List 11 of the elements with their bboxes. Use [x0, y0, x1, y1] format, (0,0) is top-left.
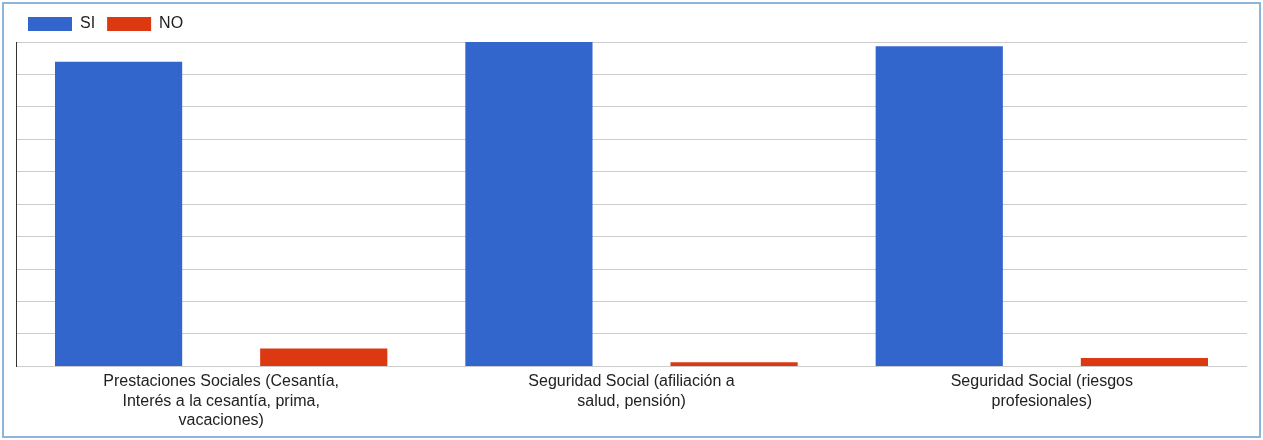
bar	[670, 362, 798, 366]
legend-label: NO	[159, 14, 184, 32]
bar	[1080, 357, 1209, 366]
bar	[260, 348, 388, 366]
bar	[465, 42, 593, 366]
x-tick-label: Prestaciones Sociales (Cesantía, Interés a la cesantía, prima, vacaciones)	[103, 372, 339, 428]
legend-label: SI	[80, 14, 96, 32]
x-tick-label: Seguridad Social (afiliación a salud, pensión)	[528, 372, 735, 409]
x-tick-label: Seguridad Social (riesgos profesionales)	[950, 372, 1133, 409]
bar	[54, 61, 183, 366]
bar	[875, 46, 1003, 366]
